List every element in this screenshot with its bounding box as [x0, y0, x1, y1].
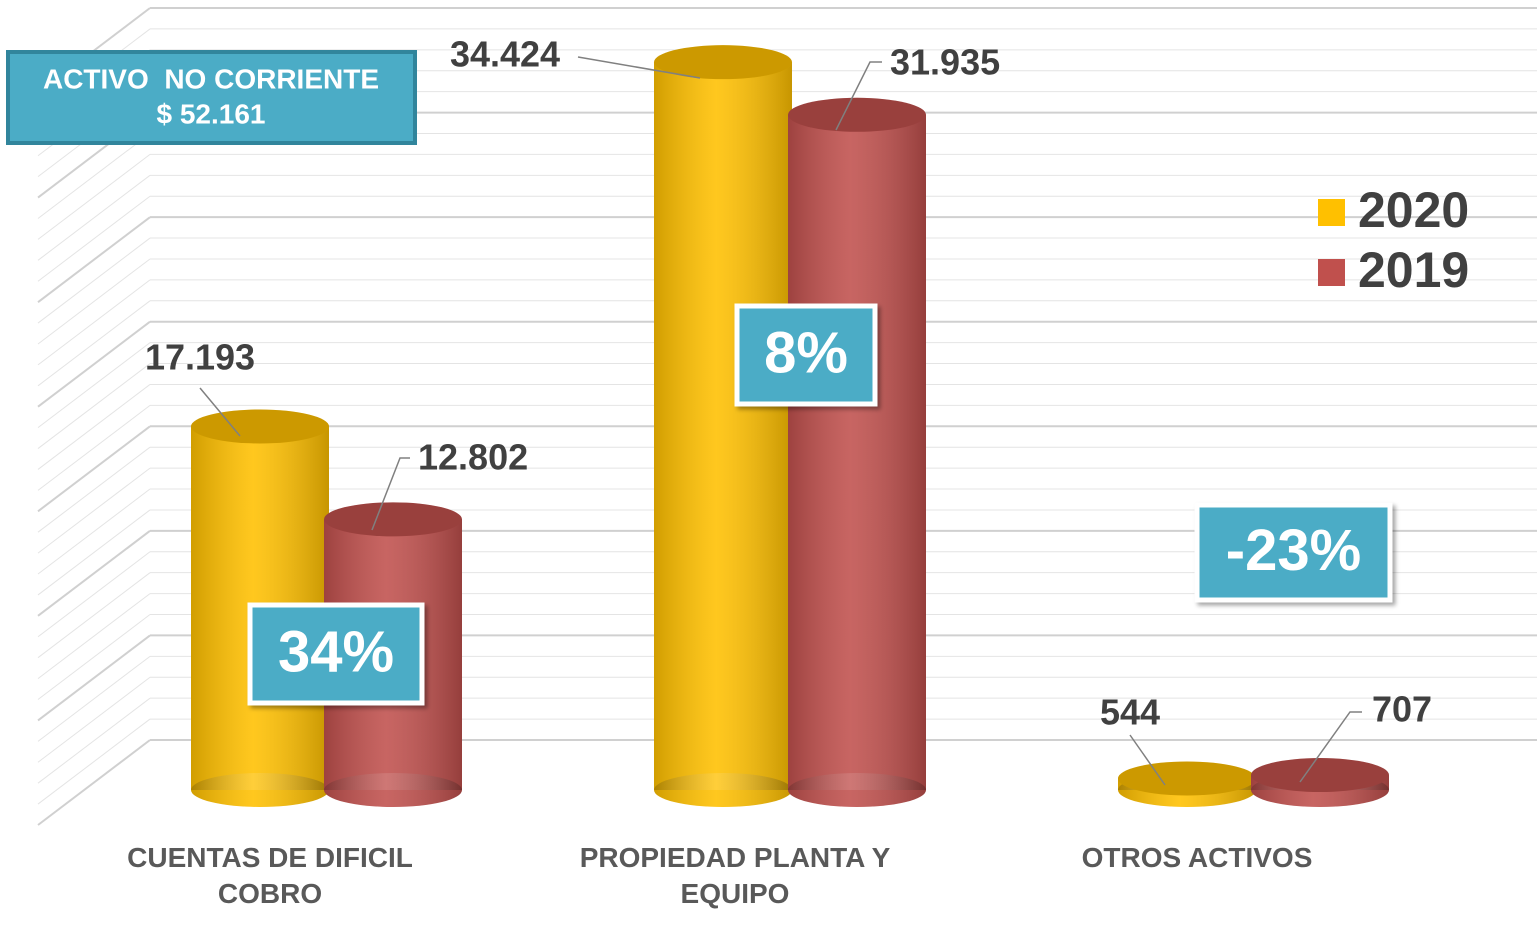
- minor-grid-line: [37, 195, 151, 282]
- minor-grid-line: [37, 509, 151, 596]
- info-box-title: ACTIVO NO CORRIENTE: [43, 63, 379, 94]
- cylinder: [1251, 758, 1389, 807]
- minor-grid-line: [37, 174, 151, 261]
- minor-grid-line: [37, 467, 151, 554]
- cylinder: [788, 97, 926, 807]
- x-tick-label: OTROS ACTIVOS: [1081, 842, 1313, 873]
- cylinder-top-shade: [654, 45, 792, 80]
- minor-grid-line: [37, 593, 151, 679]
- minor-grid-line: [37, 133, 151, 219]
- data-label: 17.193: [145, 337, 255, 378]
- cylinder-top: [324, 502, 462, 537]
- cylinder-top-shade: [1118, 761, 1256, 796]
- data-label: 12.802: [418, 437, 528, 478]
- leader-line: [577, 56, 701, 79]
- minor-grid-line: [37, 718, 151, 805]
- minor-grid-line: [37, 279, 151, 366]
- data-label: 34.424: [450, 34, 560, 75]
- grid-line: [37, 739, 151, 826]
- leader-line: [199, 387, 241, 437]
- leader-line: [1129, 734, 1166, 786]
- minor-grid-line: [37, 697, 151, 784]
- cylinder-shade: [654, 62, 792, 791]
- minor-grid-line: [37, 237, 151, 324]
- cylinder-top-shade: [191, 409, 329, 444]
- annotation-box: [1194, 502, 1393, 603]
- cylinder-top-shade: [1251, 758, 1389, 793]
- grid-line: [37, 425, 151, 513]
- minor-grid-line: [37, 300, 151, 387]
- cylinder-top: [654, 45, 792, 80]
- annotation-box: [734, 303, 878, 407]
- bars: [191, 45, 1389, 807]
- overlays: ACTIVO NO CORRIENTE $ 52.161 17.193 34.42…: [6, 34, 1469, 786]
- legend-label: 2020: [1358, 182, 1469, 238]
- minor-grid-line: [37, 551, 151, 638]
- minor-grid-line: [37, 363, 151, 449]
- grid-line: [37, 216, 151, 303]
- legend-swatch: [1318, 259, 1345, 286]
- cylinder-top: [1118, 761, 1256, 796]
- grid-line: [37, 530, 151, 617]
- minor-grid-line: [37, 258, 151, 345]
- data-label: 544: [1100, 692, 1160, 733]
- info-box: [6, 50, 417, 145]
- leader-line: [835, 61, 882, 131]
- leader-line: [371, 457, 410, 531]
- minor-grid-line: [37, 655, 151, 742]
- cylinder: [1118, 761, 1256, 807]
- leader-line: [1299, 711, 1362, 783]
- legend-label: 2019: [1358, 242, 1469, 298]
- data-label: 707: [1372, 689, 1432, 730]
- grid-line: [37, 634, 151, 722]
- minor-grid-line: [37, 676, 151, 763]
- minor-grid-line: [37, 572, 151, 659]
- minor-grid-line: [37, 446, 151, 533]
- annotation: 8%: [764, 320, 848, 385]
- cylinder: [654, 45, 792, 807]
- minor-grid-line: [37, 404, 151, 491]
- cylinder-top: [1251, 758, 1389, 793]
- cylinder-shade: [788, 114, 926, 790]
- legend-swatch: [1318, 199, 1345, 226]
- annotation: 34%: [278, 619, 394, 684]
- grid-line: [37, 320, 151, 408]
- minor-grid-line: [37, 154, 151, 240]
- data-label: 31.935: [890, 42, 1000, 83]
- x-tick-label: CUENTAS DE DIFICIL COBRO: [127, 842, 413, 909]
- annotation: -23%: [1226, 518, 1361, 583]
- cylinder-top: [788, 97, 926, 132]
- info-box-total: $ 52.161: [157, 98, 266, 129]
- cylinder-top-shade: [788, 97, 926, 132]
- minor-grid-line: [37, 342, 151, 429]
- minor-grid-line: [37, 384, 151, 470]
- x-tick-label: PROPIEDAD PLANTA Y EQUIPO: [579, 842, 891, 909]
- cylinder-top-shade: [324, 502, 462, 537]
- annotation-box: [247, 602, 425, 706]
- minor-grid-line: [37, 614, 151, 700]
- minor-grid-line: [37, 488, 151, 575]
